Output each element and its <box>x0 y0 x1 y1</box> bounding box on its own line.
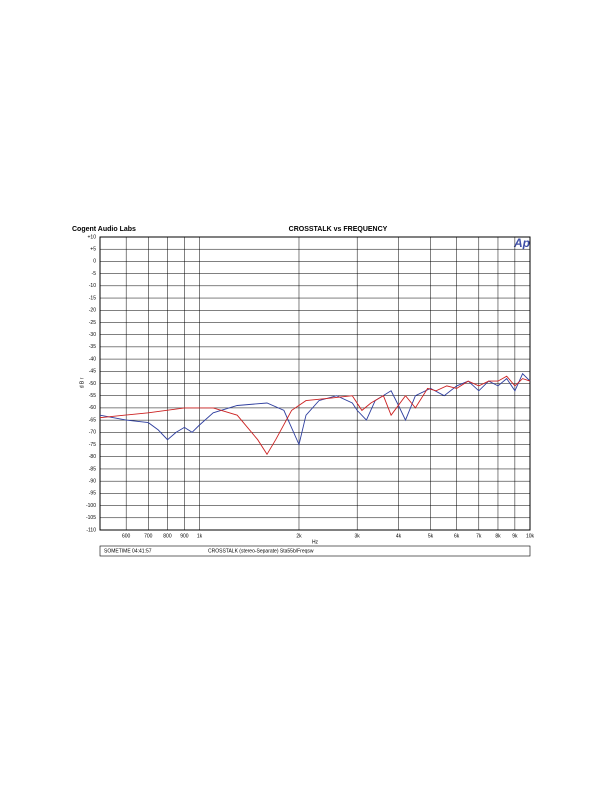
y-tick-label: -30 <box>89 332 96 338</box>
footer-box <box>99 545 531 557</box>
y-tick-label: -85 <box>89 466 96 472</box>
x-tick-label: 4k <box>396 533 402 539</box>
y-tick-label: -75 <box>89 442 96 448</box>
x-tick-label: 600 <box>122 533 131 539</box>
y-tick-label: -55 <box>89 393 96 399</box>
y-tick-label: 0 <box>93 259 96 265</box>
footer-center: CROSSTALK (stereo-Separate) Sta55b/Freqs… <box>208 548 314 554</box>
y-tick-label: -5 <box>92 271 97 277</box>
x-tick-label: 6k <box>454 533 460 539</box>
series-line <box>99 375 531 456</box>
y-tick-label: -95 <box>89 491 96 497</box>
x-tick-label: 1k <box>197 533 203 539</box>
y-tick-label: -65 <box>89 417 96 423</box>
y-tick-label: -105 <box>86 515 96 521</box>
y-tick-label: -110 <box>86 527 96 533</box>
y-tick-label: -10 <box>89 283 96 289</box>
x-tick-label: 700 <box>144 533 153 539</box>
y-tick-label: -25 <box>89 320 96 326</box>
y-tick-label: +10 <box>88 234 97 240</box>
y-tick-label: -70 <box>89 430 96 436</box>
header-left: Cogent Audio Labs <box>72 226 136 233</box>
y-tick-label: -40 <box>89 356 96 362</box>
x-tick-label: 5k <box>428 533 434 539</box>
chart-title: CROSSTALK vs FREQUENCY <box>289 226 388 233</box>
x-tick-label: 7k <box>476 533 482 539</box>
x-tick-label: 10k <box>526 533 535 539</box>
x-tick-label: 9k <box>512 533 518 539</box>
x-tick-label: 3k <box>355 533 361 539</box>
x-tick-label: 2k <box>296 533 302 539</box>
y-axis-label: d B r <box>79 377 85 388</box>
y-tick-label: -60 <box>89 405 96 411</box>
x-tick-label: 8k <box>495 533 501 539</box>
y-tick-label: -80 <box>89 454 96 460</box>
y-tick-label: -15 <box>89 295 96 301</box>
x-axis-label: Hz <box>312 539 319 545</box>
y-tick-label: -20 <box>89 308 96 314</box>
x-tick-label: 800 <box>163 533 172 539</box>
y-tick-label: +5 <box>90 247 96 253</box>
x-tick-label: 900 <box>180 533 189 539</box>
footer-left: SOMETIME 04:41:57 <box>104 548 152 554</box>
logo: Ap <box>513 236 530 250</box>
y-tick-label: -35 <box>89 344 96 350</box>
y-tick-label: -100 <box>86 503 96 509</box>
y-tick-label: -90 <box>89 478 96 484</box>
y-tick-label: -50 <box>89 381 96 387</box>
y-tick-label: -45 <box>89 369 96 375</box>
series-line <box>99 372 531 446</box>
